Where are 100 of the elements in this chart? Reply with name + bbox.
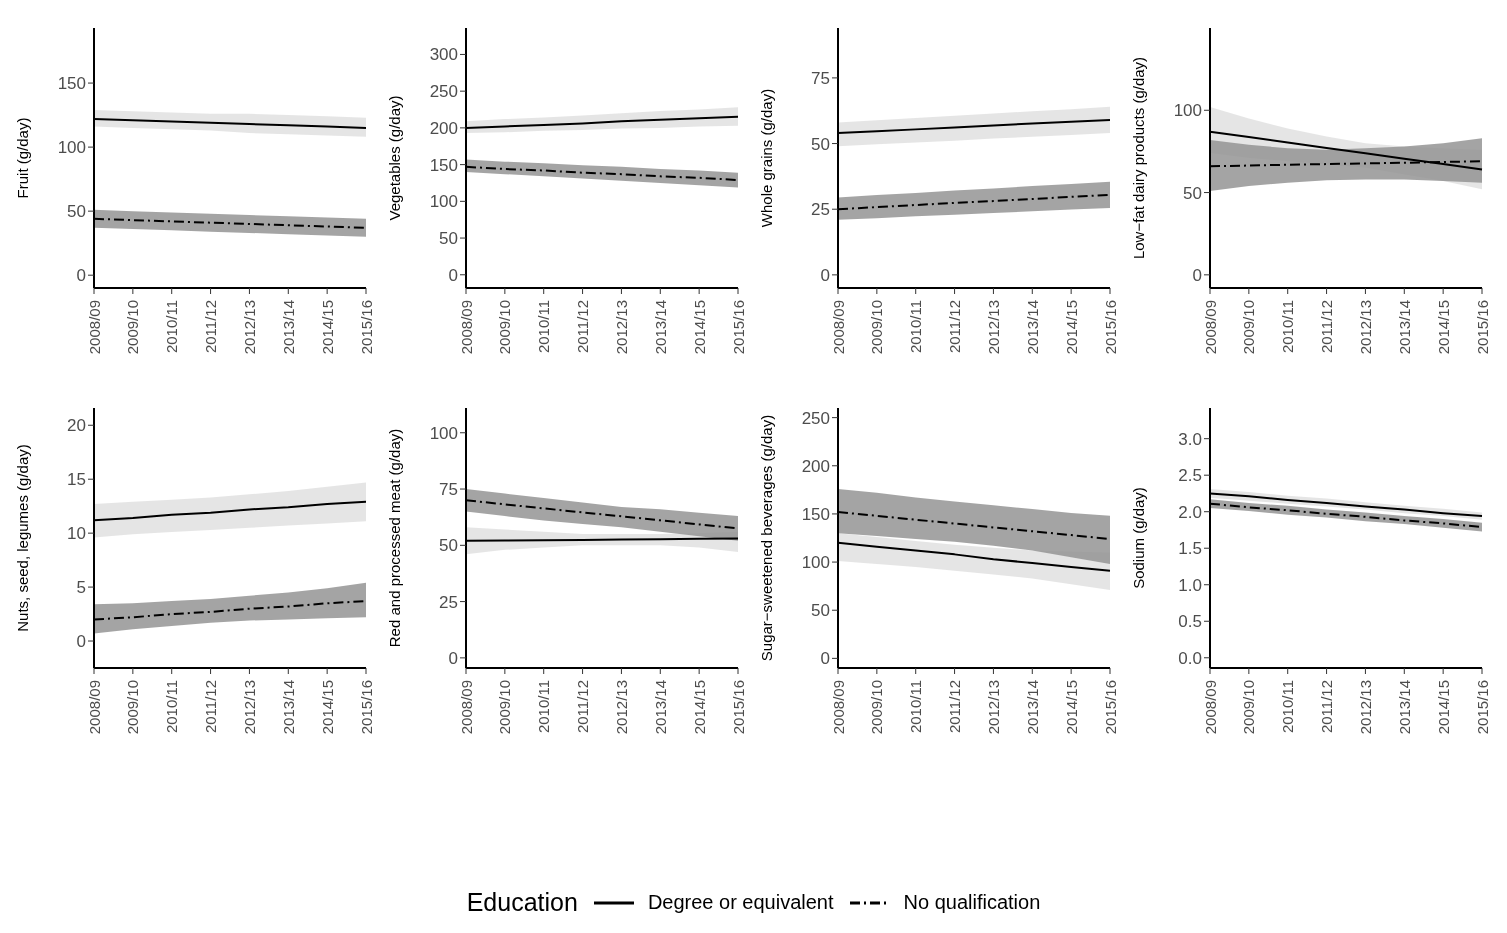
y-tick-label: 2.0 [1178,502,1202,522]
x-tick-label: 2009/10 [124,300,142,355]
x-tick-label: 2009/10 [1240,300,1258,355]
x-tick-label: 2008/09 [829,680,847,735]
y-tick-label: 250 [429,82,458,102]
y-tick-label: 50 [1183,183,1202,203]
y-axis-title: Fruit (g/day) [14,117,32,199]
y-tick-label: 50 [811,134,830,154]
x-tick-label: 2013/14 [651,300,669,355]
y-tick-label: 0 [76,266,86,286]
x-tick-label: 2008/09 [457,300,475,355]
x-tick-label: 2014/15 [690,300,708,355]
y-tick-label: 20 [67,416,86,436]
x-tick-label: 2011/12 [574,300,592,354]
x-tick-label: 2015/16 [1101,300,1119,355]
y-tick-label: 300 [429,45,458,65]
y-tick-label: 10 [67,524,86,544]
y-tick-label: 2.5 [1178,466,1202,486]
x-tick-label: 2012/13 [612,300,630,355]
y-tick-label: 15 [67,470,86,490]
x-tick-label: 2009/10 [1240,680,1258,735]
y-tick-label: 5 [76,578,86,598]
y-tick-label: 0 [820,649,830,669]
x-tick-label: 2012/13 [240,680,258,735]
x-tick-label: 2013/14 [651,680,669,735]
x-tick-label: 2009/10 [496,300,514,355]
x-tick-label: 2010/11 [535,680,553,734]
x-tick-label: 2008/09 [1201,300,1219,355]
x-tick-label: 2010/11 [907,680,925,734]
y-tick-label: 75 [439,480,458,500]
x-tick-label: 2013/14 [279,680,297,735]
x-tick-label: 2015/16 [729,680,747,735]
y-tick-label: 150 [57,74,86,94]
x-tick-label: 2015/16 [1473,680,1491,735]
x-tick-label: 2015/16 [1101,680,1119,735]
y-axis-title: Vegetables (g/day) [386,95,404,221]
x-tick-label: 2014/15 [318,680,336,735]
y-tick-label: 0 [76,632,86,652]
y-tick-label: 100 [57,138,86,158]
x-tick-label: 2012/13 [1356,300,1374,355]
x-tick-label: 2014/15 [1434,300,1452,355]
legend-label: No qualification [903,891,1041,914]
x-tick-label: 2014/15 [1434,680,1452,735]
x-tick-label: 2014/15 [690,680,708,735]
x-tick-label: 2012/13 [984,680,1002,735]
y-axis-title: Sugar−sweetened beverages (g/day) [758,414,776,662]
y-tick-label: 0 [820,265,830,285]
y-tick-label: 100 [429,423,458,443]
y-axis-title: Nuts, seed, legumes (g/day) [14,444,32,632]
x-tick-label: 2011/12 [946,300,964,354]
y-tick-label: 100 [429,192,458,212]
x-tick-label: 2013/14 [1023,300,1041,355]
x-tick-label: 2015/16 [357,680,375,735]
x-tick-label: 2015/16 [357,300,375,355]
x-tick-label: 2011/12 [202,300,220,354]
y-tick-label: 0 [1192,265,1202,285]
y-tick-label: 100 [1173,101,1202,121]
y-tick-label: 50 [439,536,458,556]
x-tick-label: 2009/10 [496,680,514,735]
x-tick-label: 2013/14 [279,300,297,355]
y-tick-label: 200 [801,456,830,476]
y-axis-title: Whole grains (g/day) [758,88,776,228]
x-tick-label: 2008/09 [457,680,475,735]
y-tick-label: 50 [811,601,830,621]
y-tick-label: 0.0 [1178,648,1202,668]
x-tick-label: 2011/12 [574,680,592,734]
y-tick-label: 3.0 [1178,429,1202,449]
x-tick-label: 2008/09 [85,680,103,735]
x-tick-label: 2009/10 [868,680,886,735]
y-tick-label: 0 [448,648,458,668]
x-tick-label: 2012/13 [612,680,630,735]
y-tick-label: 75 [811,68,830,88]
x-tick-label: 2008/09 [829,300,847,355]
x-tick-label: 2012/13 [240,300,258,355]
x-tick-label: 2008/09 [85,300,103,355]
x-tick-label: 2008/09 [1201,680,1219,735]
x-tick-label: 2011/12 [1318,300,1336,354]
legend-title: Education [466,888,578,917]
legend-label: Degree or equivalent [647,891,834,914]
y-tick-label: 25 [439,592,458,612]
x-tick-label: 2013/14 [1395,300,1413,355]
x-tick-label: 2010/11 [1279,300,1297,354]
x-tick-label: 2011/12 [1318,680,1336,734]
y-tick-label: 0 [448,265,458,285]
y-axis-title: Sodium (g/day) [1130,487,1148,589]
x-tick-label: 2009/10 [868,300,886,355]
y-tick-label: 25 [811,200,830,220]
x-tick-label: 2014/15 [1062,300,1080,355]
x-tick-label: 2013/14 [1395,680,1413,735]
y-tick-label: 200 [429,118,458,138]
x-tick-label: 2012/13 [984,300,1002,355]
x-tick-label: 2010/11 [535,300,553,354]
x-tick-label: 2012/13 [1356,680,1374,735]
x-tick-label: 2010/11 [163,300,181,354]
y-axis-title: Red and processed meat (g/day) [386,428,404,648]
y-tick-label: 1.0 [1178,575,1202,595]
y-tick-label: 100 [801,553,830,573]
y-tick-label: 50 [439,229,458,249]
x-tick-label: 2013/14 [1023,680,1041,735]
y-tick-label: 0.5 [1178,612,1202,632]
